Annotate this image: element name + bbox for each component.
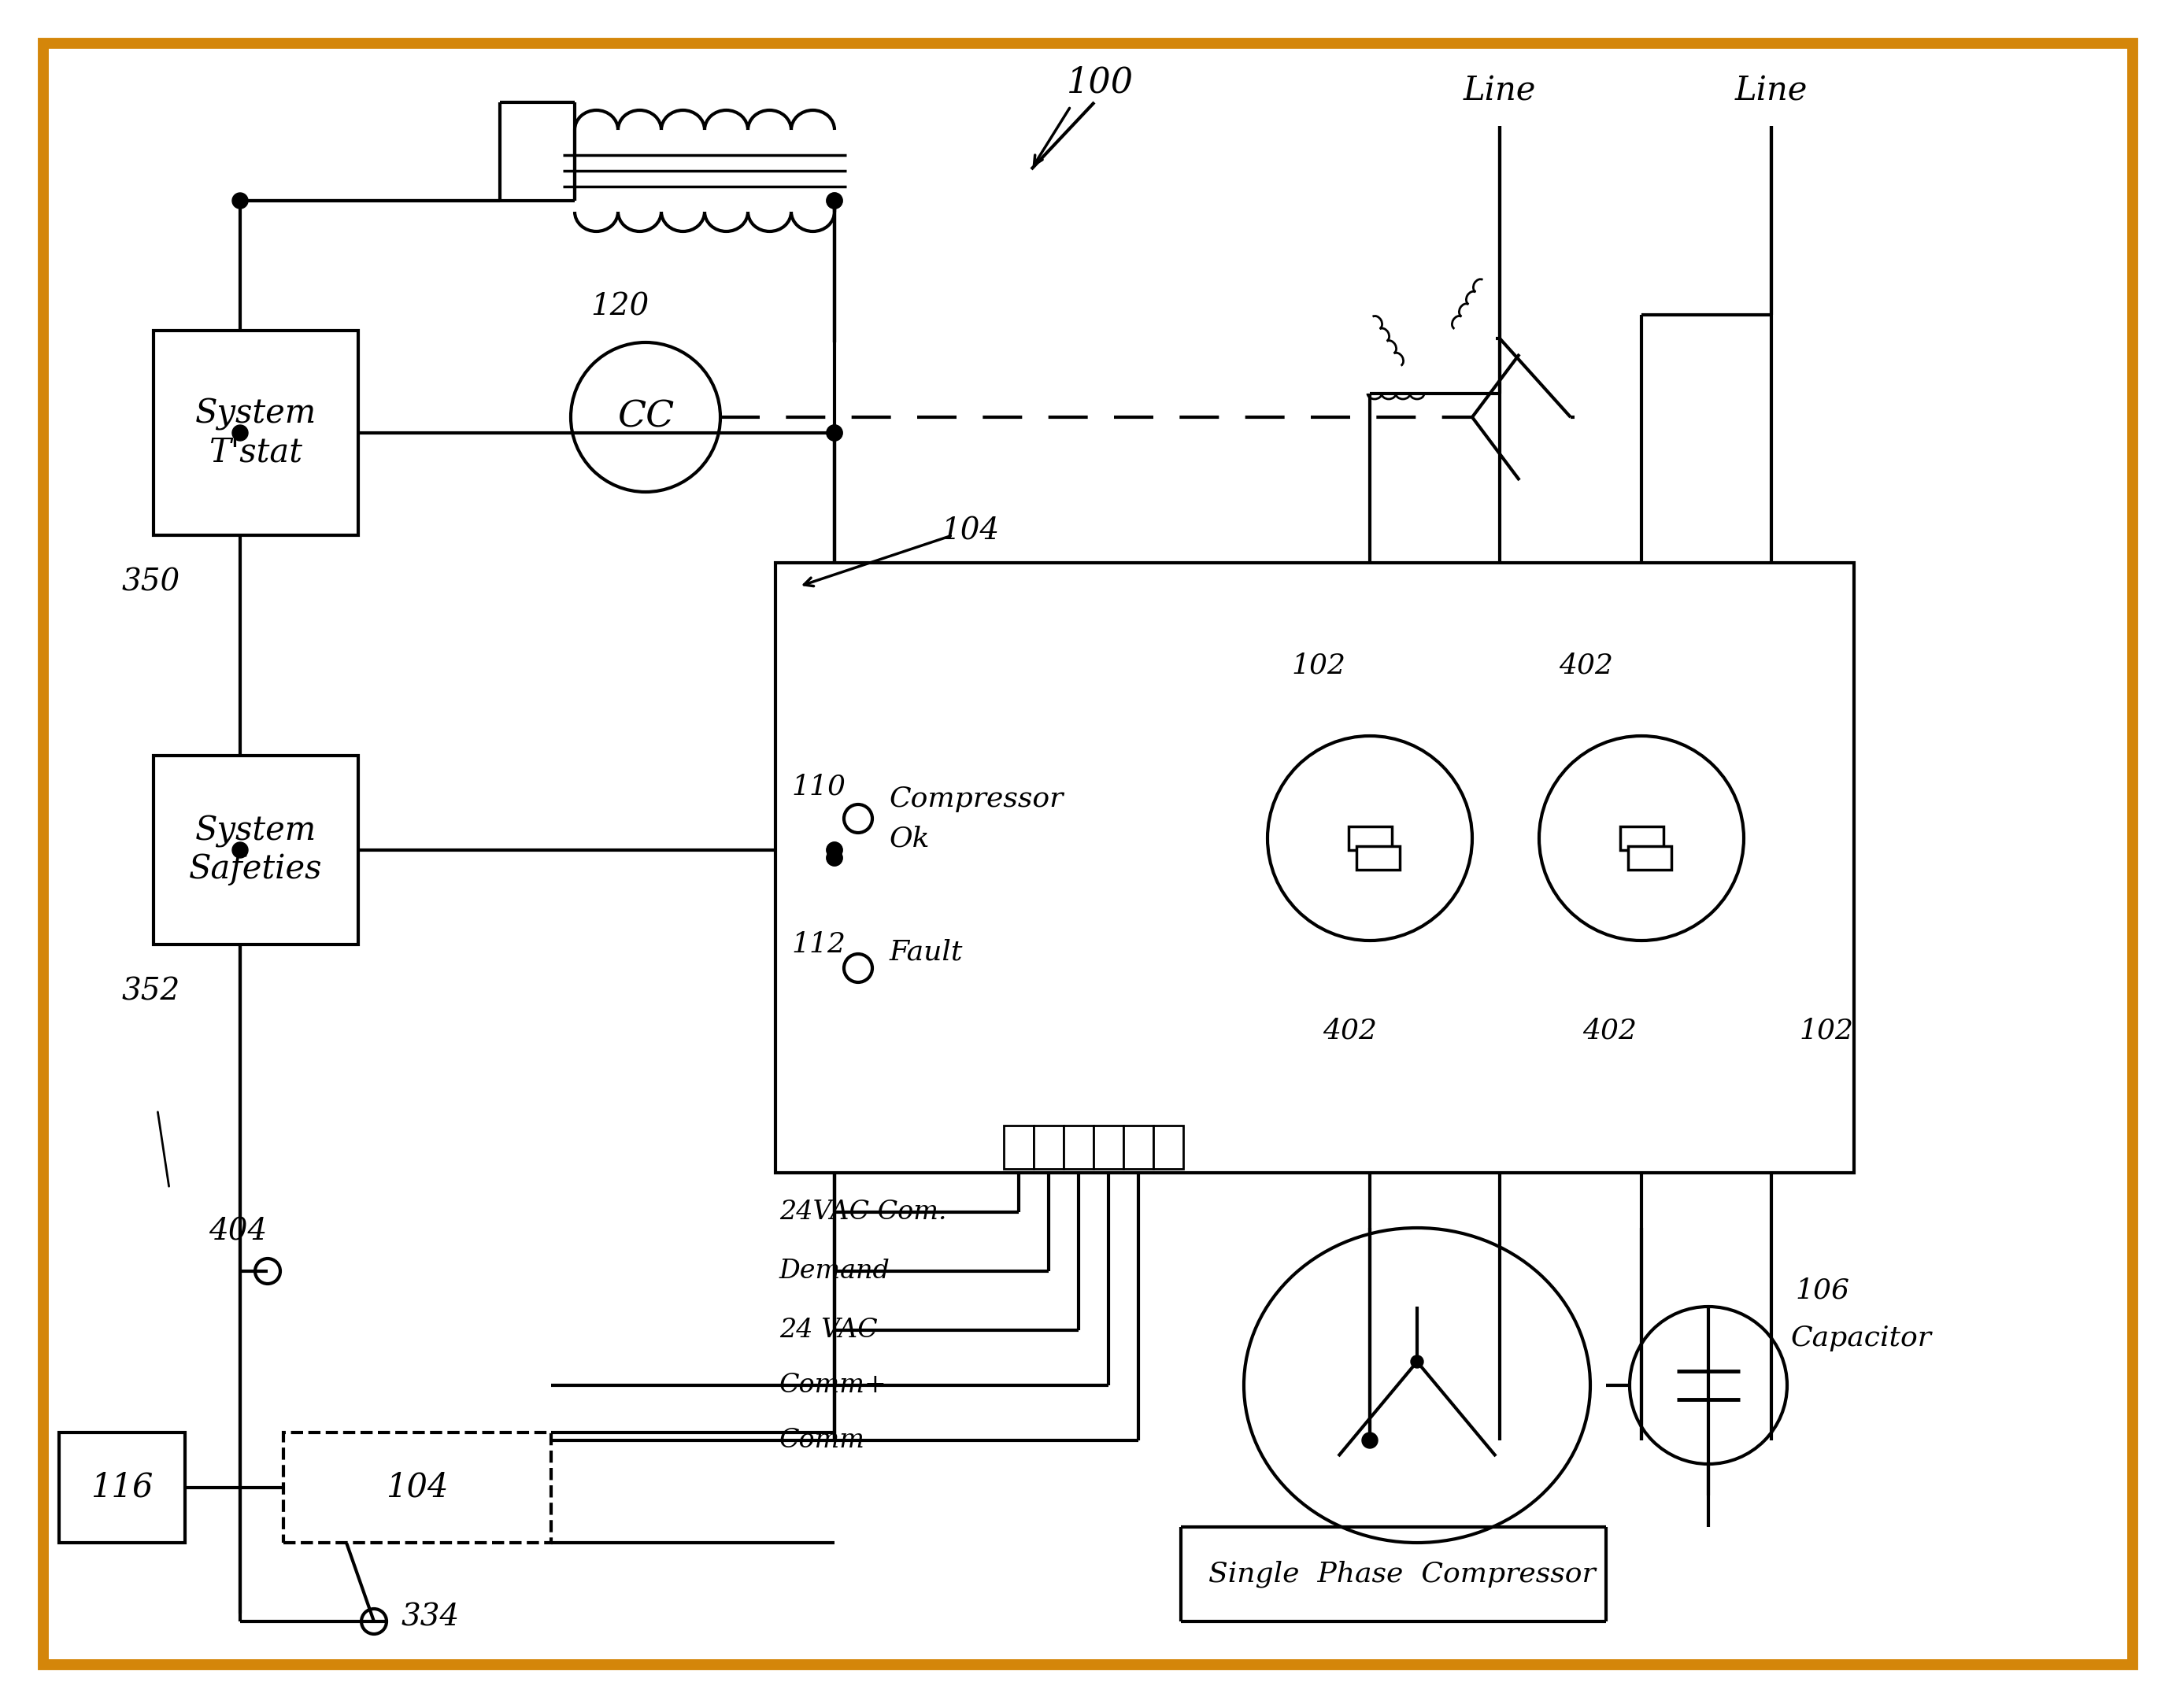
Text: 24 VAC: 24 VAC <box>779 1317 877 1342</box>
Text: 110: 110 <box>792 774 846 801</box>
Bar <box>154 331 359 535</box>
Text: 106: 106 <box>1795 1278 1850 1305</box>
Text: 402: 402 <box>1582 1018 1636 1045</box>
Circle shape <box>827 851 842 866</box>
Text: System
T'stat: System T'stat <box>196 398 316 468</box>
Text: 350: 350 <box>122 567 181 598</box>
Bar <box>1153 1126 1184 1168</box>
Bar <box>1123 1126 1153 1168</box>
Bar <box>1034 1126 1064 1168</box>
Text: Line: Line <box>1464 73 1536 108</box>
Text: CC: CC <box>618 400 675 436</box>
Text: 102: 102 <box>1290 652 1345 678</box>
Bar <box>283 1433 551 1542</box>
Text: 104: 104 <box>940 518 999 547</box>
Bar <box>1356 845 1399 869</box>
Text: System
Safeties: System Safeties <box>189 815 322 886</box>
Text: 402: 402 <box>1558 652 1612 678</box>
Text: 112: 112 <box>792 931 846 958</box>
Circle shape <box>827 425 842 441</box>
Text: Demand: Demand <box>779 1259 890 1284</box>
Text: Comm+: Comm+ <box>779 1373 888 1397</box>
Text: Line: Line <box>1734 73 1808 108</box>
Text: 404: 404 <box>209 1218 268 1247</box>
Circle shape <box>233 425 248 441</box>
Circle shape <box>827 842 842 857</box>
Circle shape <box>1410 1356 1423 1368</box>
Text: 402: 402 <box>1323 1018 1377 1045</box>
Bar <box>59 1433 185 1542</box>
Circle shape <box>233 193 248 208</box>
Text: 100: 100 <box>1066 65 1134 99</box>
Circle shape <box>827 842 842 857</box>
Bar <box>154 755 359 945</box>
Text: Fault: Fault <box>890 939 964 965</box>
Text: 24VAC Com.: 24VAC Com. <box>779 1199 947 1225</box>
Bar <box>1621 827 1662 851</box>
Text: 334: 334 <box>403 1602 459 1633</box>
Text: 116: 116 <box>91 1471 152 1505</box>
Text: Capacitor: Capacitor <box>1791 1325 1932 1351</box>
Text: Single  Phase  Compressor: Single Phase Compressor <box>1208 1561 1595 1588</box>
Circle shape <box>827 193 842 208</box>
Bar <box>1349 827 1393 851</box>
Text: 120: 120 <box>590 292 648 321</box>
Bar <box>1095 1126 1123 1168</box>
Text: Ok: Ok <box>890 825 929 852</box>
Circle shape <box>1362 1433 1377 1448</box>
Text: 352: 352 <box>122 977 181 1006</box>
Bar <box>1003 1126 1034 1168</box>
Text: 102: 102 <box>1800 1018 1854 1045</box>
Bar <box>1628 845 1671 869</box>
Circle shape <box>827 193 842 208</box>
Text: Comm-: Comm- <box>779 1428 875 1454</box>
Circle shape <box>827 425 842 441</box>
Bar <box>1064 1126 1095 1168</box>
Bar <box>775 562 1854 1173</box>
Circle shape <box>827 851 842 866</box>
Text: Compressor: Compressor <box>890 786 1064 813</box>
Circle shape <box>233 842 248 857</box>
Text: 104: 104 <box>385 1471 448 1505</box>
